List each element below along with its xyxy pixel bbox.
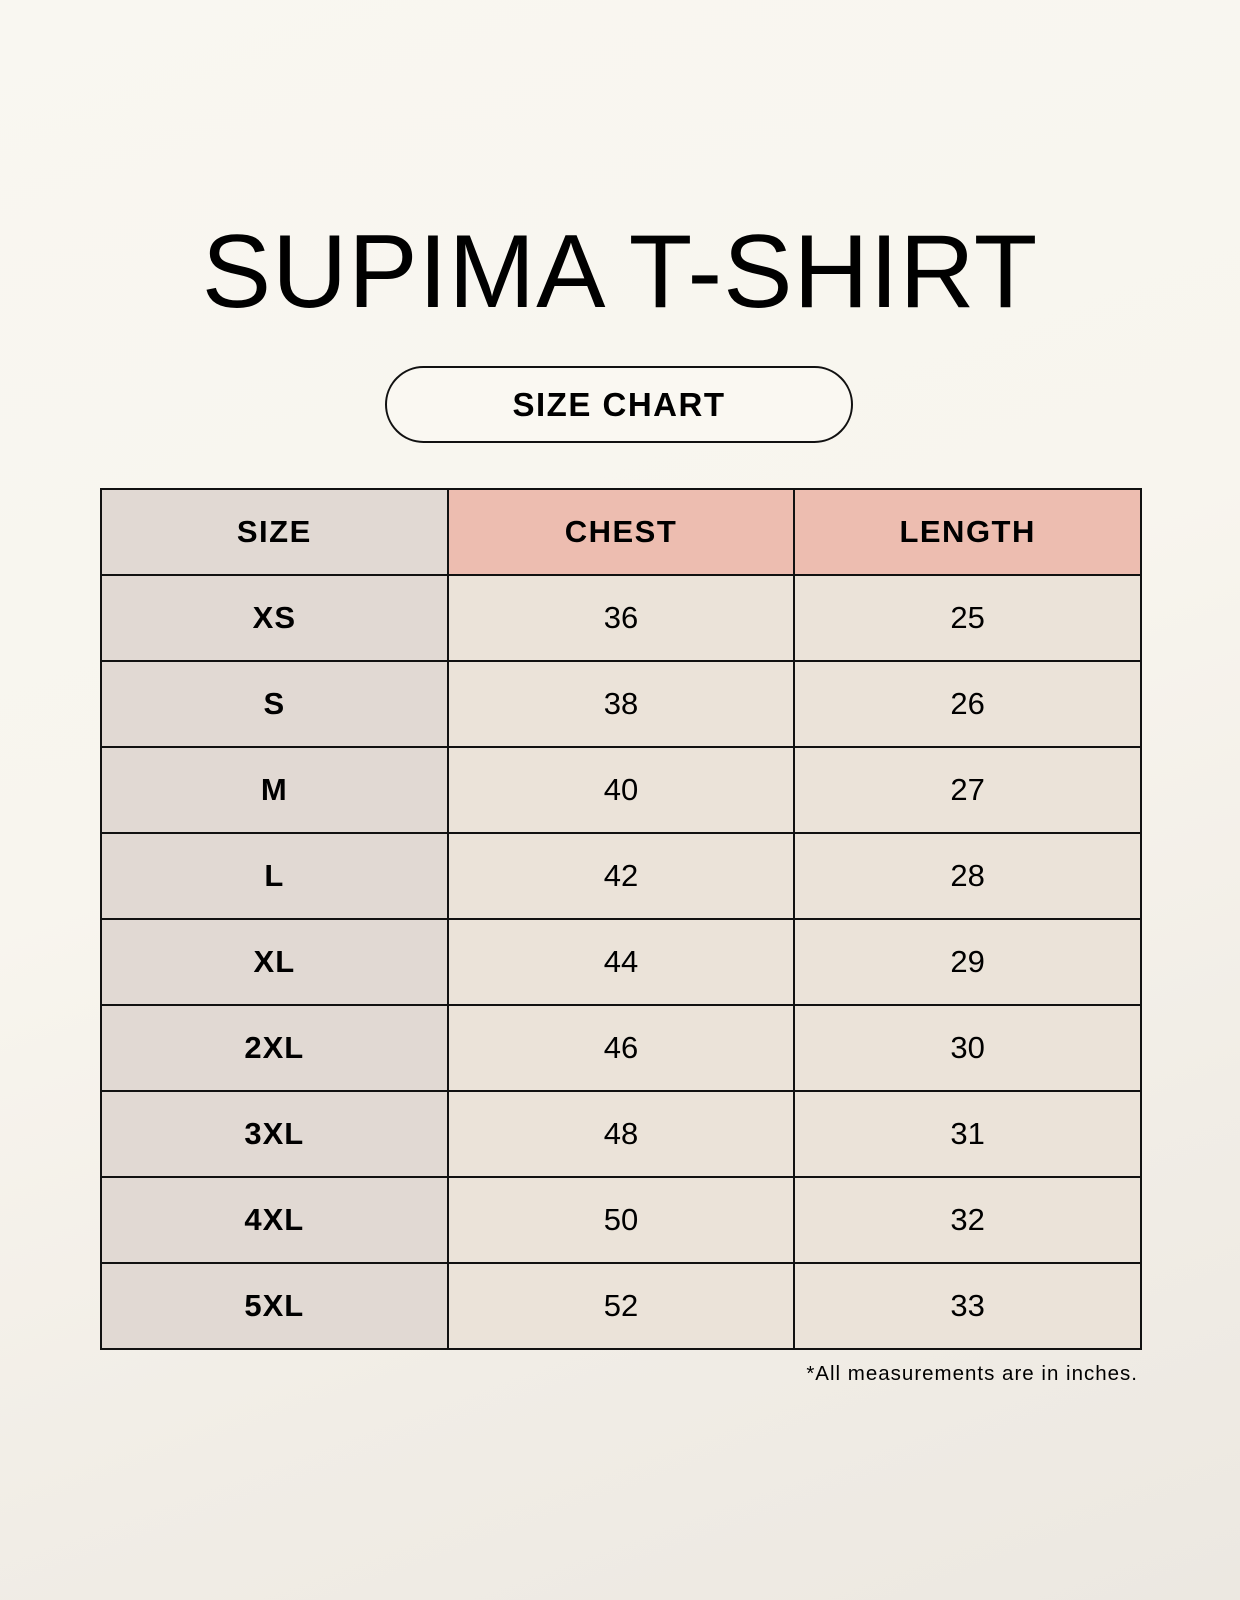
size-cell: S <box>100 660 449 748</box>
length-cell: 33 <box>793 1262 1142 1350</box>
table-header-row: SIZE CHEST LENGTH <box>100 488 1142 576</box>
length-cell: 28 <box>793 832 1142 920</box>
table-row: 2XL 46 30 <box>100 1004 1142 1092</box>
table-row: 5XL 52 33 <box>100 1262 1142 1350</box>
chest-cell: 40 <box>446 746 796 834</box>
length-cell: 31 <box>793 1090 1142 1178</box>
size-cell: L <box>100 832 449 920</box>
size-cell: 3XL <box>100 1090 449 1178</box>
length-cell: 30 <box>793 1004 1142 1092</box>
length-cell: 29 <box>793 918 1142 1006</box>
chest-cell: 50 <box>446 1176 796 1264</box>
footnote: *All measurements are in inches. <box>806 1362 1138 1385</box>
size-cell: 2XL <box>100 1004 449 1092</box>
size-table: SIZE CHEST LENGTH XS 36 25 S 38 26 M 40 27 L 42 28 X… <box>100 488 1142 1350</box>
table-row: S 38 26 <box>100 660 1142 748</box>
subtitle: SIZE CHART <box>512 385 726 423</box>
table-row: L 42 28 <box>100 832 1142 920</box>
chest-cell: 48 <box>446 1090 796 1178</box>
header-length: LENGTH <box>793 488 1142 576</box>
chest-cell: 46 <box>446 1004 796 1092</box>
chest-cell: 36 <box>446 574 796 662</box>
table-row: M 40 27 <box>100 746 1142 834</box>
header-size: SIZE <box>100 488 449 576</box>
header-chest: CHEST <box>446 488 796 576</box>
chest-cell: 38 <box>446 660 796 748</box>
chest-cell: 52 <box>446 1262 796 1350</box>
size-cell: XS <box>100 574 449 662</box>
chest-cell: 42 <box>446 832 796 920</box>
chest-cell: 44 <box>446 918 796 1006</box>
page-title: SUPIMA T-SHIRT <box>201 214 1039 330</box>
length-cell: 27 <box>793 746 1142 834</box>
length-cell: 26 <box>793 660 1142 748</box>
size-cell: M <box>100 746 449 834</box>
table-row: 3XL 48 31 <box>100 1090 1142 1178</box>
table-row: 4XL 50 32 <box>100 1176 1142 1264</box>
size-cell: 4XL <box>100 1176 449 1264</box>
length-cell: 25 <box>793 574 1142 662</box>
size-chart-badge: SIZE CHART <box>385 366 853 443</box>
table-row: XS 36 25 <box>100 574 1142 662</box>
length-cell: 32 <box>793 1176 1142 1264</box>
size-cell: XL <box>100 918 449 1006</box>
size-cell: 5XL <box>100 1262 449 1350</box>
table-row: XL 44 29 <box>100 918 1142 1006</box>
